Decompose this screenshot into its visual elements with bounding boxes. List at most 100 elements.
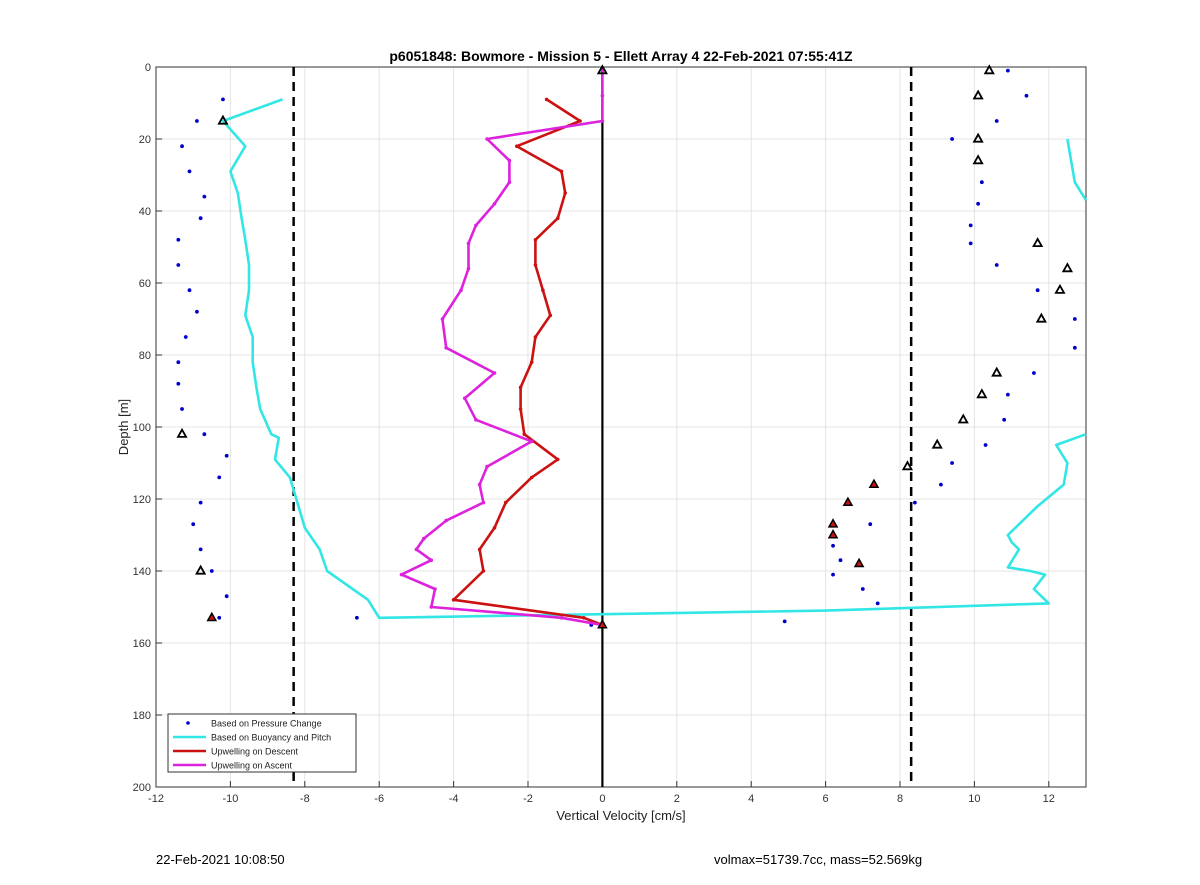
pressure-point <box>1005 392 1010 397</box>
pressure-point <box>202 194 207 199</box>
triangle-marker <box>976 388 988 399</box>
y-tick-label: 100 <box>133 422 151 434</box>
pressure-point <box>198 216 203 221</box>
pressure-point <box>180 407 184 411</box>
triangle-marker <box>176 427 188 438</box>
filled-triangle-marker <box>842 496 854 507</box>
series-point <box>429 605 434 609</box>
series-point <box>533 263 538 267</box>
series-point <box>559 169 564 174</box>
pressure-point <box>994 119 999 123</box>
chart-title: p6051848: Bowmore - Mission 5 - Ellett A… <box>389 48 853 64</box>
legend-swatch <box>186 721 190 725</box>
series-point <box>440 317 445 321</box>
y-tick-label: 140 <box>133 566 151 578</box>
x-tick-label: -6 <box>374 793 384 805</box>
pressure-point <box>968 241 973 246</box>
x-tick-label: 6 <box>823 793 829 805</box>
triangle-marker <box>972 154 984 165</box>
triangle-marker <box>217 114 229 125</box>
series-line <box>452 98 603 627</box>
pressure-point <box>187 169 192 174</box>
pressure-point <box>1072 317 1077 321</box>
pressure-point <box>976 201 981 206</box>
series-point <box>492 526 497 530</box>
series-line <box>1066 138 1088 201</box>
x-tick-label: 8 <box>897 793 903 805</box>
legend: Based on Pressure Change Based on Buoyanc… <box>167 713 357 773</box>
series-point <box>555 457 560 462</box>
y-tick-label: 20 <box>139 134 151 146</box>
series-point <box>507 180 512 184</box>
series-point <box>600 94 605 98</box>
series-point <box>515 144 519 148</box>
y-tick-label: 160 <box>133 638 151 650</box>
pressure-point <box>868 522 873 527</box>
series-point <box>544 97 549 102</box>
series-point <box>548 313 553 318</box>
x-tick-label: 4 <box>748 793 754 805</box>
series-point <box>492 202 497 206</box>
series-point <box>503 500 508 505</box>
series-point <box>414 547 419 552</box>
pressure-point <box>1024 93 1029 98</box>
pressure-point <box>221 97 225 102</box>
x-tick-label: -8 <box>300 793 310 805</box>
pressure-point <box>831 543 835 548</box>
triangle-marker <box>1032 237 1044 247</box>
filled-triangle-marker <box>206 611 218 622</box>
series-point <box>533 335 538 339</box>
triangle-marker <box>1054 283 1066 294</box>
pressure-point <box>994 263 999 267</box>
pressure-point <box>191 522 196 527</box>
x-tick-label: -2 <box>523 793 533 805</box>
series-point <box>600 68 605 73</box>
series-point <box>474 223 478 228</box>
y-tick-label: 40 <box>139 206 151 218</box>
triangle-marker <box>901 460 914 471</box>
triangle-marker <box>991 366 1003 377</box>
grid-lines <box>155 66 1086 788</box>
pressure-point <box>198 547 203 552</box>
pressure-point <box>950 461 954 465</box>
pressure-point <box>195 309 199 314</box>
series-point <box>578 119 582 123</box>
series-point <box>529 360 534 365</box>
series-layer <box>176 64 1088 629</box>
y-tick-label: 180 <box>133 710 151 722</box>
pressure-point <box>1035 288 1040 293</box>
footer-params: volmax=51739.7cc, mass=52.569kg <box>714 852 923 867</box>
series-point <box>529 475 534 480</box>
series-point <box>518 407 523 411</box>
series-point <box>529 439 534 444</box>
y-tick-label: 80 <box>139 350 151 362</box>
series-point <box>474 418 478 422</box>
series-point <box>462 396 467 401</box>
series-point <box>429 558 434 562</box>
series-point <box>477 547 482 552</box>
series-point <box>466 266 471 271</box>
series-point <box>522 432 527 437</box>
legend-box <box>167 713 357 773</box>
pressure-point <box>224 594 229 599</box>
series-line <box>400 70 604 627</box>
x-tick-label: 12 <box>1043 793 1055 805</box>
pressure-point <box>195 119 199 123</box>
pressure-point <box>939 482 943 487</box>
filled-triangle-marker <box>827 518 839 528</box>
y-tick-label: 60 <box>139 278 151 290</box>
pressure-point <box>831 572 835 577</box>
pressure-point <box>217 475 222 480</box>
pressure-point <box>782 619 787 624</box>
triangle-marker <box>1061 262 1073 273</box>
pressure-point <box>217 615 222 620</box>
pressure-point <box>1002 417 1007 422</box>
series-point <box>507 158 512 163</box>
filled-triangle-marker <box>597 618 608 629</box>
pressure-point <box>1005 68 1010 73</box>
filled-triangle-marker <box>853 557 865 568</box>
pressure-point <box>1032 371 1036 375</box>
axis-ticks: -12 -10 -8 -6 -4 -2 0 2 4 6 8 10 1202040608010012014… <box>133 62 1055 805</box>
series-point <box>582 616 586 620</box>
